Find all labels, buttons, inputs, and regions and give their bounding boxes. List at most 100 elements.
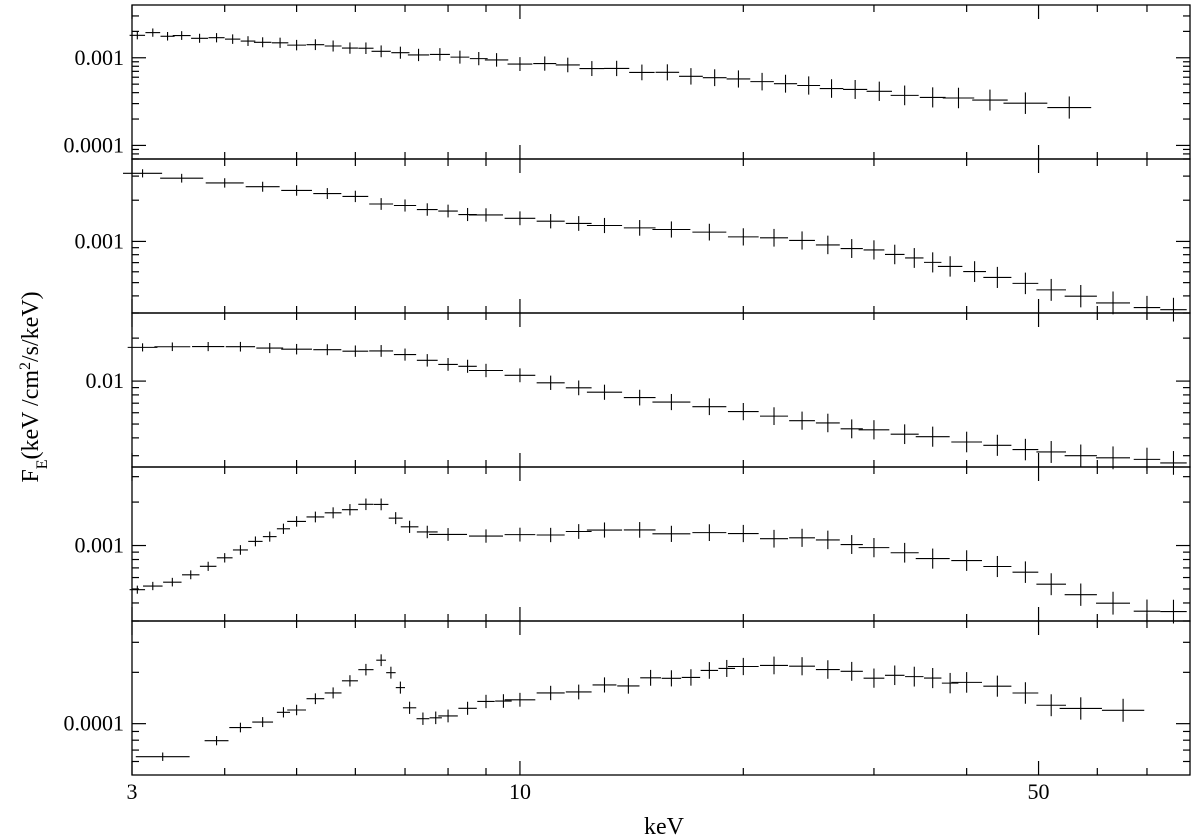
- data-point: [163, 577, 182, 587]
- data-point: [866, 81, 892, 101]
- data-point: [407, 48, 430, 62]
- data-point: [1059, 697, 1102, 720]
- data-point: [604, 60, 630, 77]
- data-point: [416, 203, 438, 216]
- data-point: [281, 185, 312, 196]
- data-point: [373, 498, 389, 511]
- x-axis-label: keV: [644, 814, 685, 840]
- data-point: [727, 402, 759, 421]
- data-point: [458, 701, 477, 715]
- data-point: [789, 657, 815, 676]
- data-point: [937, 256, 963, 277]
- data-point: [429, 48, 450, 61]
- data-point: [182, 570, 200, 580]
- data-point: [429, 711, 442, 725]
- data-point: [905, 248, 924, 268]
- y-axis-label-post: /s/keV): [18, 291, 44, 362]
- data-point: [1160, 599, 1187, 624]
- data-point: [393, 348, 417, 361]
- data-point: [586, 384, 623, 400]
- y-tick-label: 0.001: [75, 45, 125, 70]
- data-point: [245, 181, 280, 192]
- x-tick-label: 50: [1028, 779, 1050, 804]
- data-point: [727, 524, 759, 543]
- data-point: [143, 581, 163, 591]
- data-point: [1012, 438, 1039, 461]
- data-point: [248, 536, 263, 547]
- panel-frame: [131, 312, 1191, 468]
- data-point: [172, 31, 191, 40]
- y-tick-label: 0.0001: [64, 132, 125, 157]
- data-point: [402, 701, 417, 714]
- data-point: [773, 74, 798, 93]
- data-point: [252, 717, 274, 728]
- data-point: [438, 204, 458, 218]
- y-axis-label-pre: (keV /cm: [18, 370, 44, 460]
- data-point: [579, 61, 605, 77]
- data-point: [629, 64, 655, 81]
- data-point: [718, 659, 736, 677]
- data-point: [369, 345, 394, 357]
- data-point: [1133, 599, 1161, 623]
- data-point: [1036, 573, 1066, 596]
- data-point: [342, 190, 369, 203]
- data-point: [915, 548, 950, 569]
- data-point: [727, 657, 759, 676]
- data-point: [586, 522, 623, 538]
- data-point: [341, 504, 358, 516]
- data-point: [533, 56, 557, 71]
- data-point: [416, 354, 438, 367]
- data-point: [915, 426, 950, 447]
- data-point: [840, 419, 863, 439]
- data-point: [123, 169, 163, 178]
- data-point: [1064, 444, 1097, 467]
- data-point: [507, 57, 533, 71]
- data-point: [702, 69, 727, 87]
- data-point: [923, 668, 942, 689]
- data-point: [890, 85, 919, 106]
- data-point: [840, 661, 863, 681]
- data-point: [400, 520, 419, 533]
- data-point: [287, 39, 306, 51]
- panel-frame: [131, 4, 1191, 160]
- x-tick-label: 10: [509, 779, 531, 804]
- data-point: [416, 525, 438, 539]
- data-point: [160, 32, 175, 41]
- data-point: [890, 542, 919, 563]
- data-point: [358, 663, 374, 676]
- data-point: [135, 752, 190, 761]
- data-point: [951, 672, 983, 693]
- data-point: [371, 45, 391, 58]
- data-point: [679, 68, 703, 85]
- data-point: [276, 523, 291, 534]
- data-point: [438, 358, 458, 371]
- data-point: [287, 704, 306, 716]
- data-point: [1064, 284, 1097, 308]
- data-point: [797, 76, 821, 95]
- data-point: [759, 228, 789, 247]
- data-point: [262, 531, 277, 542]
- y-axis-label: FE(keV /cm2/s/keV): [17, 291, 51, 482]
- data-point: [438, 709, 458, 723]
- data-point: [154, 342, 191, 352]
- data-point: [652, 393, 691, 411]
- data-point: [204, 736, 229, 746]
- data-point: [469, 52, 488, 66]
- data-point: [640, 669, 661, 686]
- data-point: [815, 530, 840, 550]
- data-point: [469, 529, 503, 543]
- data-point: [1160, 297, 1187, 322]
- data-point: [224, 34, 241, 44]
- data-point: [692, 398, 727, 416]
- data-point: [863, 240, 885, 260]
- data-point: [386, 666, 396, 679]
- data-point: [191, 33, 209, 43]
- data-point: [942, 87, 975, 109]
- data-point: [358, 498, 374, 511]
- data-point: [240, 36, 256, 46]
- y-tick-label: 0.01: [86, 368, 125, 393]
- data-point: [395, 681, 405, 694]
- data-point: [458, 359, 477, 373]
- data-point: [484, 53, 509, 67]
